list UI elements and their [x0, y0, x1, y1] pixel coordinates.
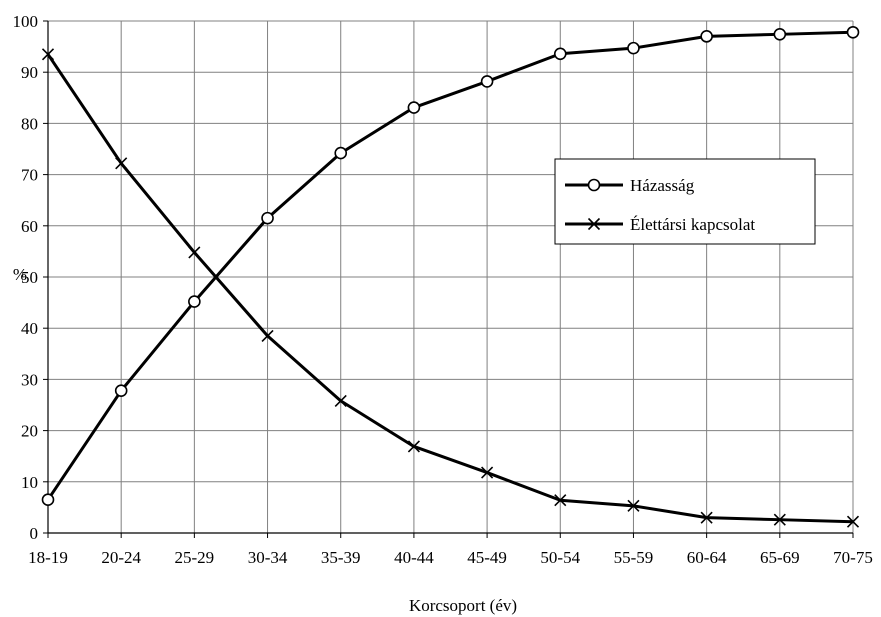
data-point	[407, 440, 420, 453]
legend: Házasság Élettársi kapcsolat	[554, 158, 816, 245]
y-tick-label: 40	[21, 319, 38, 338]
x-tick-label: 25-29	[175, 548, 215, 567]
data-point	[334, 146, 348, 160]
data-point	[773, 28, 787, 41]
legend-marker	[587, 217, 601, 231]
data-point	[627, 499, 640, 512]
data-point	[480, 75, 494, 88]
data-point	[41, 493, 55, 507]
series-2	[41, 48, 860, 528]
y-tick-label: 100	[13, 12, 39, 31]
y-tick-label: 50	[21, 268, 38, 287]
y-tick-label: 60	[21, 217, 38, 236]
x-marker-stroke	[407, 440, 420, 453]
data-point	[115, 157, 128, 170]
data-point	[554, 494, 567, 507]
x-marker-stroke	[115, 157, 128, 170]
x-tick-label: 20-24	[101, 548, 141, 567]
data-point	[773, 513, 786, 526]
grid-lines	[48, 20, 854, 533]
legend-item-1: Házasság	[565, 176, 695, 195]
series-line	[46, 53, 854, 524]
data-point	[114, 384, 128, 397]
x-axis-label: Korcsoport (év)	[409, 596, 517, 615]
x-tick-label: 55-59	[614, 548, 654, 567]
data-point	[261, 329, 274, 342]
y-axis-label: %	[13, 265, 27, 284]
data-point	[846, 25, 860, 39]
data-point	[700, 30, 713, 43]
x-tick-label: 70-75	[833, 548, 873, 567]
data-point	[407, 101, 421, 114]
data-point	[334, 394, 347, 407]
x-tick-label: 50-54	[540, 548, 580, 567]
x-marker-stroke	[773, 513, 786, 526]
y-axis-ticks: 0 10 20 30 40 50 60 70 80 90 100	[13, 12, 48, 543]
data-point	[188, 246, 201, 259]
x-marker-stroke	[846, 515, 860, 528]
data-point	[481, 466, 494, 479]
legend-item-2: Élettársi kapcsolat	[565, 215, 755, 234]
legend-label: Élettársi kapcsolat	[630, 215, 755, 234]
y-tick-label: 80	[21, 114, 38, 133]
data-point	[627, 41, 640, 55]
x-tick-label: 30-34	[248, 548, 288, 567]
legend-marker	[587, 178, 601, 192]
legend-label: Házasság	[630, 176, 695, 195]
x-tick-label: 45-49	[467, 548, 507, 567]
x-marker-stroke	[334, 394, 347, 407]
y-tick-label: 30	[21, 370, 38, 389]
x-tick-label: 40-44	[394, 548, 434, 567]
x-tick-label: 65-69	[760, 548, 800, 567]
x-marker-stroke	[587, 217, 601, 231]
x-marker-stroke	[41, 48, 55, 61]
legend-box	[554, 158, 816, 245]
y-tick-label: 90	[21, 63, 38, 82]
x-marker-stroke	[188, 246, 201, 259]
y-tick-label: 70	[21, 166, 38, 185]
data-point	[188, 295, 201, 308]
y-tick-label: 0	[30, 524, 39, 543]
x-marker-stroke	[700, 511, 713, 524]
x-marker-stroke	[261, 329, 274, 342]
data-point	[700, 511, 713, 524]
x-marker-stroke	[627, 499, 640, 512]
data-point	[261, 211, 274, 225]
series-1	[41, 25, 860, 507]
series-layer	[41, 25, 860, 528]
data-point	[846, 515, 860, 528]
x-marker-stroke	[554, 494, 567, 507]
data-point	[41, 48, 55, 61]
y-tick-label: 10	[21, 473, 38, 492]
x-tick-label: 18-19	[28, 548, 68, 567]
y-tick-label: 20	[21, 422, 38, 441]
x-tick-label: 35-39	[321, 548, 361, 567]
series-line	[46, 30, 854, 501]
x-marker-stroke	[481, 466, 494, 479]
data-point	[553, 47, 567, 61]
x-axis-ticks: 18-19 20-24 25-29 30-34 35-39 40-44 45-49 50-54…	[28, 533, 873, 567]
x-tick-label: 60-64	[687, 548, 727, 567]
